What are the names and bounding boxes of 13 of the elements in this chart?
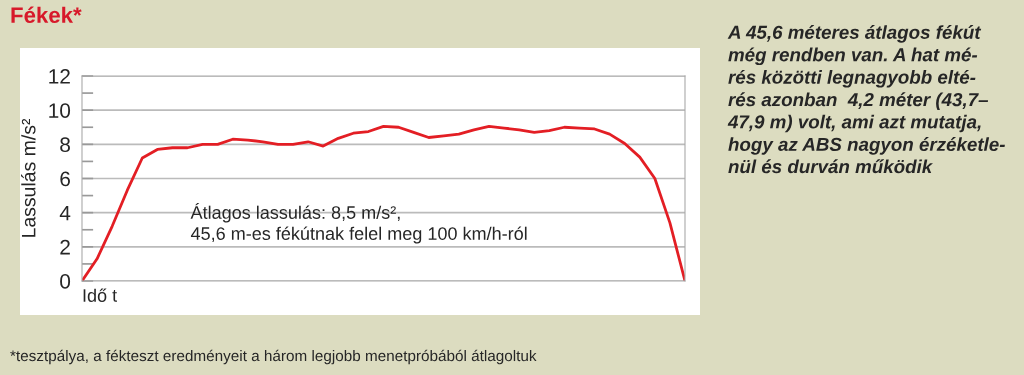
y-tick-label: 4	[59, 205, 71, 221]
y-tick-label: 10	[49, 103, 71, 118]
y-tick-label: 0	[60, 274, 71, 289]
text: *tesztpálya, a fékteszt eredményeit a három legjobb menetpróbából átlagoltuk	[10, 349, 537, 365]
y-tick-label: 8	[60, 137, 70, 153]
annotation: Átlagos lassulás: 8,5 m/s², 45,6 m-es fékútnak felel meg 100 km/h-ról	[190, 203, 527, 244]
y-axis-title: Lassulás m/s²	[21, 118, 36, 237]
y-tick-label: 6	[60, 171, 70, 187]
chart-title: Fékek*	[11, 6, 82, 23]
x-axis-title: Idő t	[83, 288, 117, 302]
text: A 45,6 méteres átlagos fékút még rendben van. A hat mé- rés közötti legnagyobb elté- rés azonban 4,2 méter (43,7– 47,9 m) volt, ami azt mutatja, hogy az ABS nagyon érzéketle- nül és durván működik	[727, 25, 1005, 174]
y-tick-label: 2	[60, 239, 70, 255]
y-tick-label: 12	[49, 69, 70, 84]
